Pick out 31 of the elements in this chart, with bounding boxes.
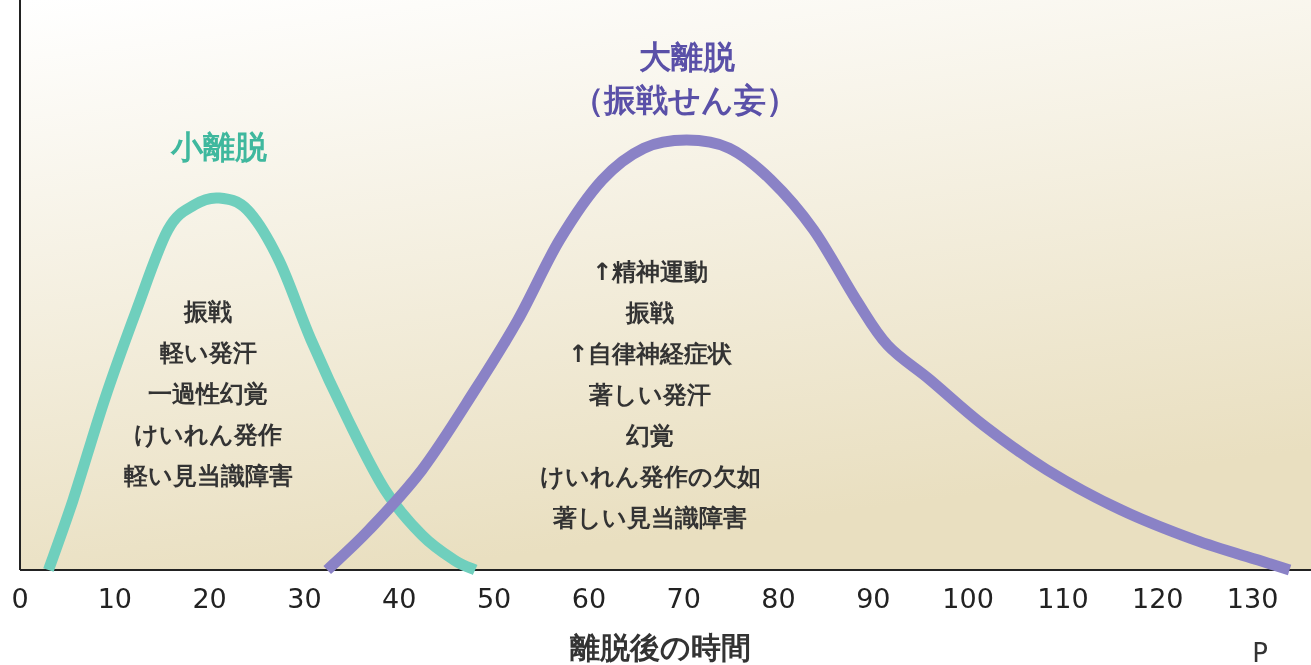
text: （振戦せん妄） xyxy=(572,81,798,119)
x-tick-label: 80 xyxy=(761,583,796,614)
x-tick-label: 130 xyxy=(1226,583,1279,614)
annotation: 幻覚 xyxy=(625,422,674,450)
x-tick-label: 30 xyxy=(287,583,322,614)
annotation: けいれん発作 xyxy=(134,421,282,449)
x-tick-label: 110 xyxy=(1037,583,1089,614)
annotation: 著しい見当識障害 xyxy=(552,504,747,532)
annotation: 軽い発汗 xyxy=(158,339,257,367)
x-tick-label: 120 xyxy=(1132,583,1184,614)
annotation: ↑精神運動 xyxy=(591,258,709,286)
annotation: 一過性幻覚 xyxy=(148,380,268,408)
text: P xyxy=(1252,638,1268,665)
x-tick-label: 40 xyxy=(382,583,417,614)
x-axis-title: 離脱後の時間 xyxy=(568,630,751,665)
text: 大離脱 xyxy=(638,38,735,76)
x-tick-label: 90 xyxy=(856,583,891,614)
x-tick-label: 0 xyxy=(11,583,29,614)
x-tick-label: 100 xyxy=(942,583,994,614)
annotation: 振戦 xyxy=(625,299,674,327)
x-tick-label: 10 xyxy=(97,583,132,614)
x-tick-label: 20 xyxy=(192,583,227,614)
annotation: 著しい発汗 xyxy=(588,381,711,409)
annotation: 軽い見当識障害 xyxy=(122,462,293,490)
series-label: 小離脱 xyxy=(170,128,268,167)
x-tick-label: 70 xyxy=(666,583,701,614)
x-tick-label: 50 xyxy=(476,583,512,614)
x-tick-label: 60 xyxy=(571,583,607,614)
annotation: ↑自律神経症状 xyxy=(567,340,734,368)
annotation: 振戦 xyxy=(183,298,232,326)
annotation: けいれん発作の欠如 xyxy=(539,463,761,491)
